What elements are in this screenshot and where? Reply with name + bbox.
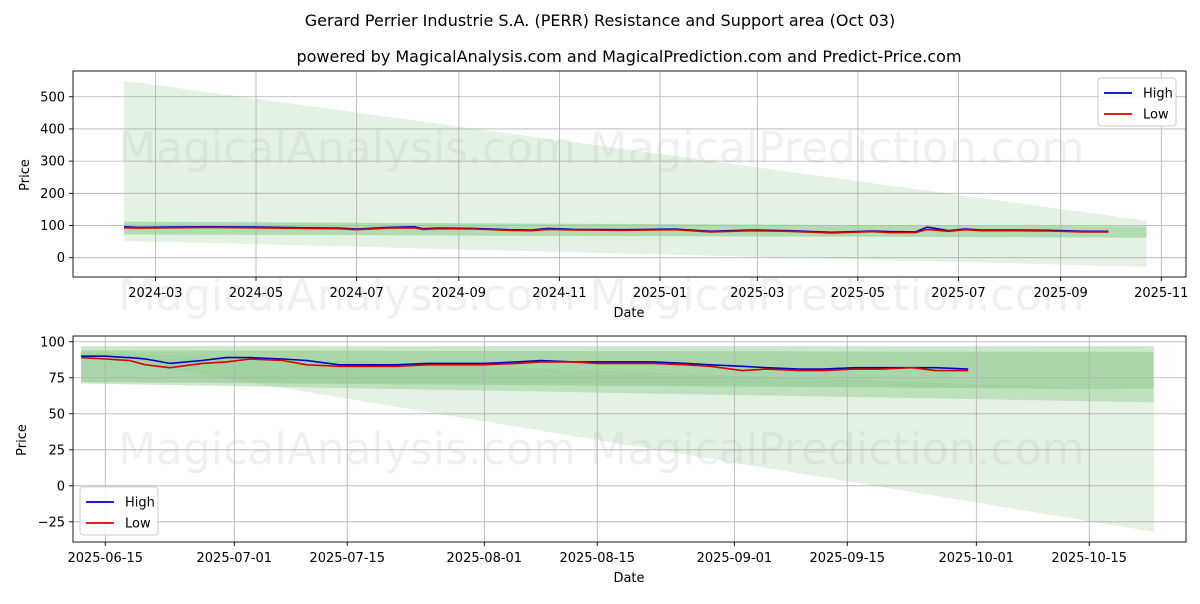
- y-axis-label-bottom: Price: [15, 424, 30, 456]
- x-tick-label: 2024-11: [532, 286, 586, 301]
- x-tick-label: 2025-05: [831, 286, 885, 301]
- series-lines: [124, 226, 1109, 234]
- x-tick-label: 2025-08-15: [559, 551, 635, 566]
- x-tick-label: 2024-09: [432, 286, 486, 301]
- band-1: [124, 80, 1147, 267]
- legend-label-low: Low: [125, 517, 151, 532]
- watermark-prediction-bottom-edge: MagicalPrediction.com: [590, 270, 1085, 321]
- y-tick-label: 0: [57, 251, 65, 266]
- series-line-low: [81, 356, 969, 372]
- watermark-analysis-top: MagicalAnalysis.com: [118, 123, 576, 174]
- legend: High Low: [79, 486, 159, 536]
- y-tick-label: 400: [40, 122, 65, 137]
- band-3: [81, 350, 1154, 390]
- figure-subtitle: powered by MagicalAnalysis.com and Magic…: [296, 47, 961, 66]
- series-line-low: [124, 226, 1109, 234]
- y-tick-label: 300: [40, 155, 65, 170]
- x-axis-label-bottom: Date: [613, 571, 644, 586]
- y-tick-label: 500: [40, 90, 65, 105]
- y-tick-label: 0: [57, 479, 65, 494]
- watermark-analysis-bottom-edge: MagicalAnalysis.com: [118, 270, 576, 321]
- y-tick-label: 50: [48, 407, 65, 422]
- figure-title: Gerard Perrier Industrie S.A. (PERR) Res…: [305, 11, 895, 30]
- x-tick-label: 2025-09: [1034, 286, 1088, 301]
- x-tick-label: 2024-05: [229, 286, 283, 301]
- legend-label-low: Low: [1143, 108, 1169, 123]
- x-tick-label: 2025-10-01: [939, 551, 1015, 566]
- y-axis-label-top: Price: [18, 159, 33, 191]
- x-tick-label: 2024-03: [128, 286, 182, 301]
- y-tick-label: 100: [40, 335, 65, 350]
- y-tick-label: 200: [40, 187, 65, 202]
- band-1: [81, 351, 1154, 532]
- x-tick-label: 2025-01: [633, 286, 687, 301]
- y-tick-label: 75: [48, 371, 65, 386]
- x-tick-label: 2024-07: [329, 286, 383, 301]
- band-2: [81, 346, 1154, 403]
- plot-frame: [72, 70, 1187, 278]
- x-tick-label: 2025-07-01: [197, 551, 273, 566]
- x-tick-label: 2025-09-01: [697, 551, 773, 566]
- x-tick-label: 2025-06-15: [67, 551, 143, 566]
- x-tick-label: 2025-10-15: [1051, 551, 1127, 566]
- x-tick-label: 2025-09-15: [809, 551, 885, 566]
- x-tick-label: 2025-11: [1134, 286, 1188, 301]
- x-tick-label: 2025-08-01: [447, 551, 523, 566]
- chart-panel-bottom: Price Date MagicalAnalysis.com MagicalPr…: [15, 335, 1187, 586]
- series-line-high: [81, 355, 969, 370]
- watermark-prediction-top: MagicalPrediction.com: [590, 123, 1085, 174]
- chart-panel-top: Price Date MagicalAnalysis.com MagicalPr…: [18, 70, 1188, 321]
- x-tick-label: 2025-03: [730, 286, 784, 301]
- x-axis-label-top: Date: [613, 306, 644, 321]
- legend-label-high: High: [1143, 87, 1173, 102]
- legend: High Low: [1097, 77, 1177, 127]
- y-tick-label: 100: [40, 219, 65, 234]
- y-tick-label: 25: [48, 443, 65, 458]
- legend-label-high: High: [125, 496, 155, 511]
- series-lines: [81, 355, 969, 372]
- x-tick-label: 2025-07-15: [309, 551, 385, 566]
- plot-frame: [72, 335, 1187, 543]
- y-tick-label: −25: [38, 515, 65, 530]
- support-resistance-bands: [81, 346, 1154, 532]
- x-tick-label: 2025-07: [931, 286, 985, 301]
